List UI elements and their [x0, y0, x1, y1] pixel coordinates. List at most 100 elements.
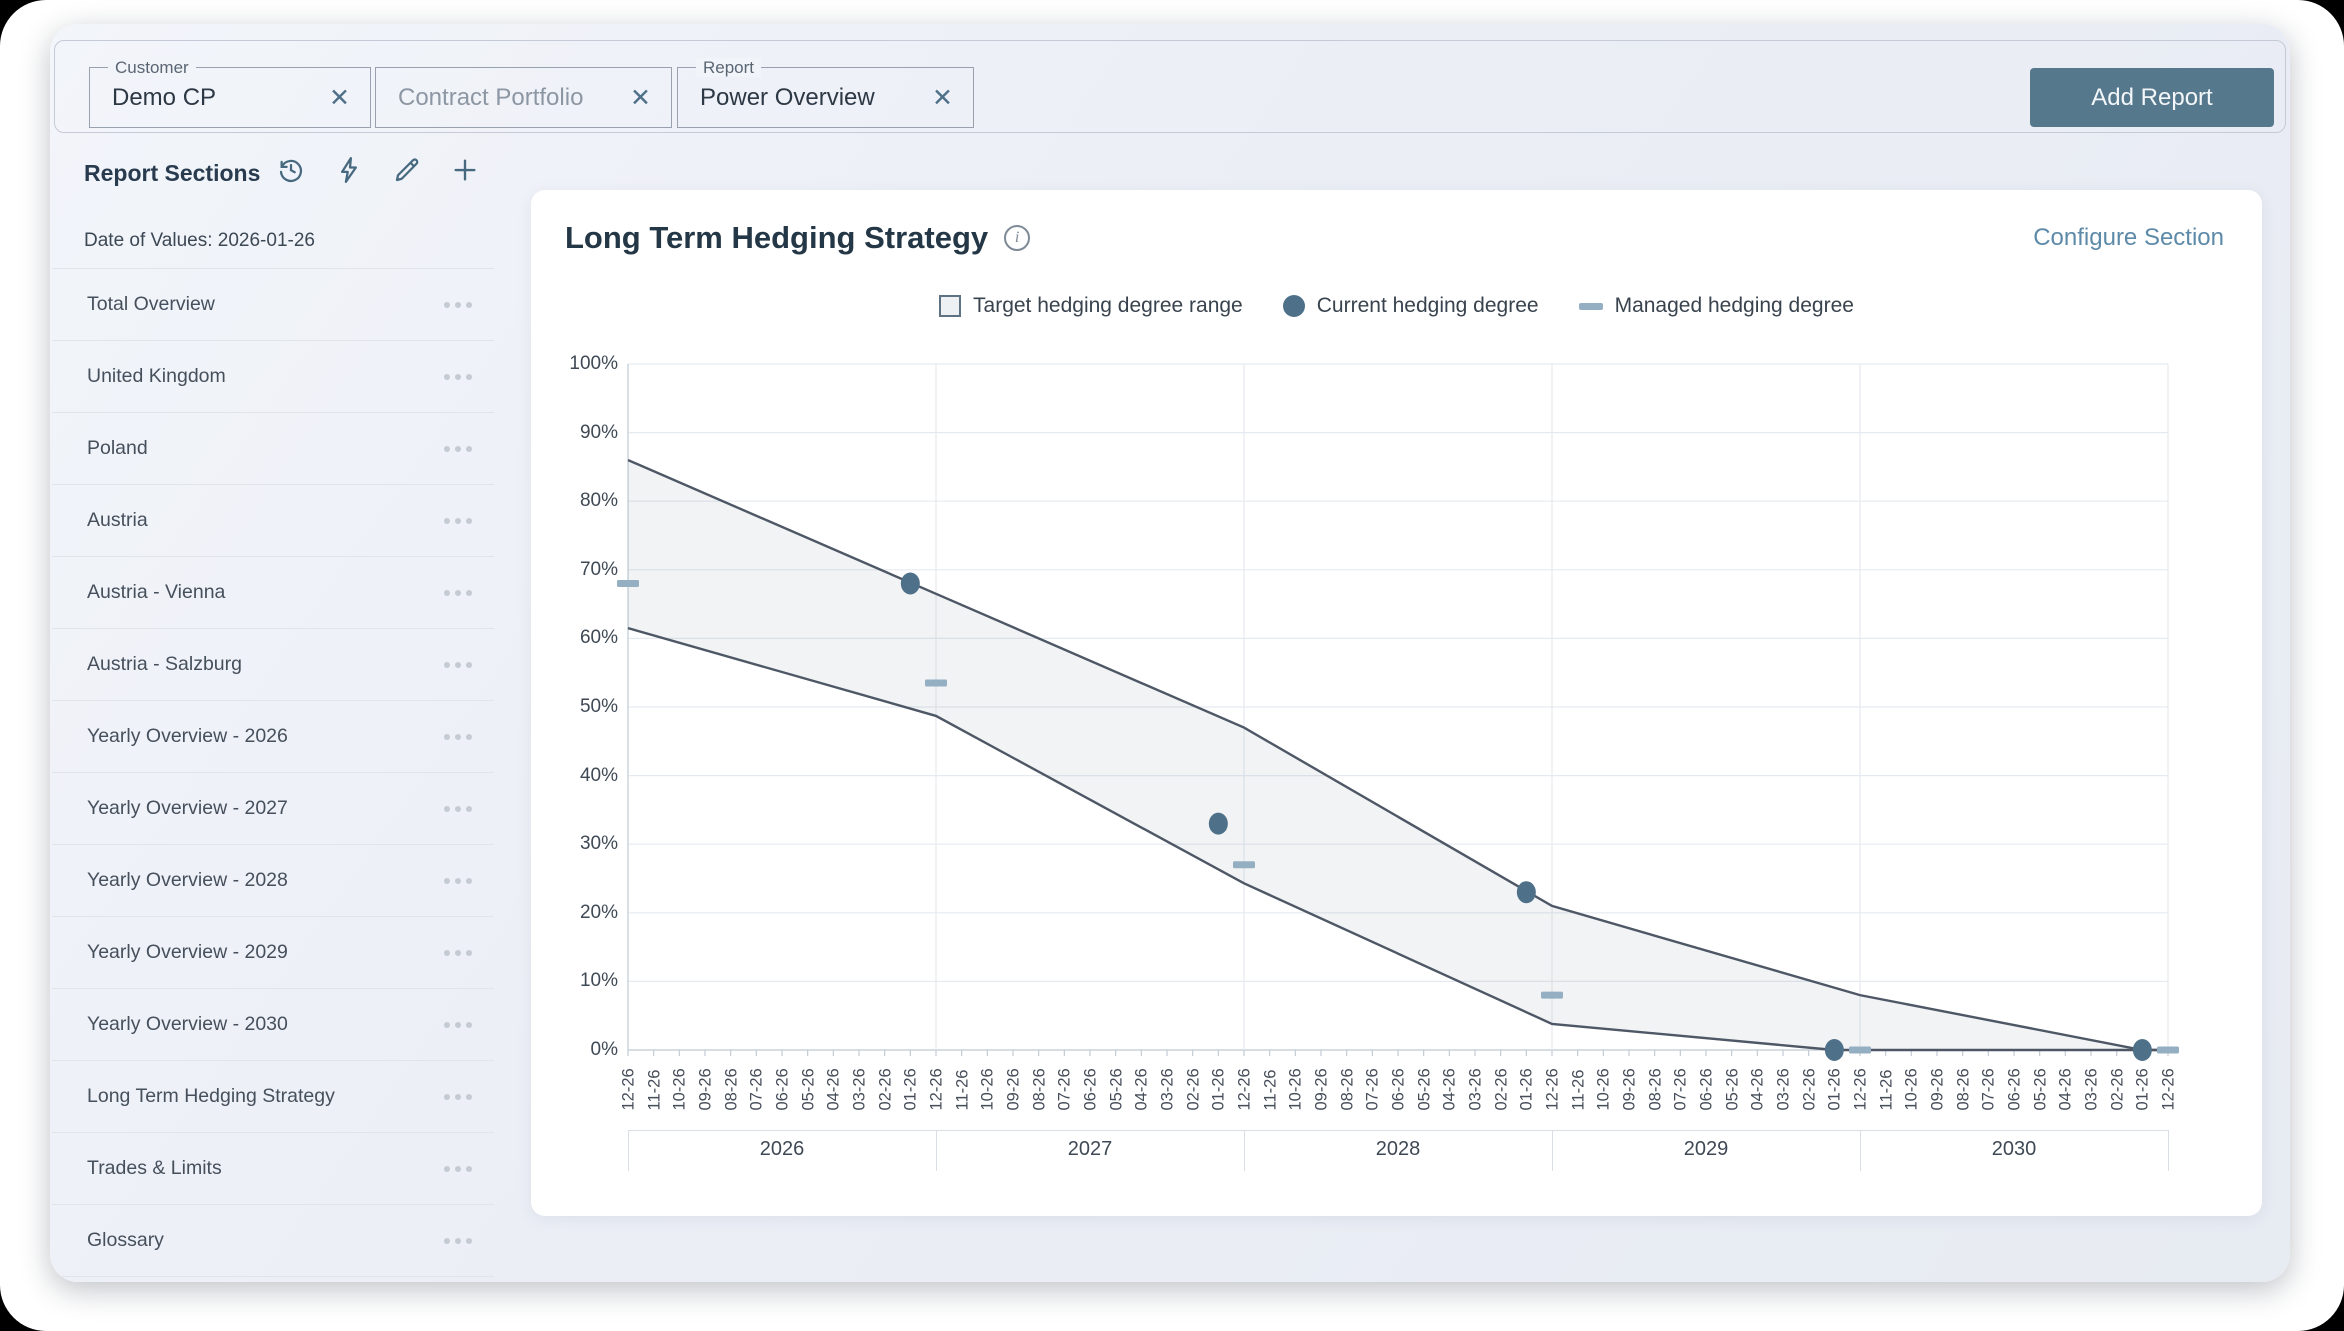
clear-report-icon[interactable]: ✕: [932, 83, 953, 112]
item-menu-icon[interactable]: [444, 301, 472, 308]
x-axis-label: 12-26: [927, 1068, 946, 1111]
sidebar-item-label: Yearly Overview - 2030: [87, 1013, 288, 1035]
managed-hedging-dash: [1849, 1046, 1871, 1054]
sidebar-item-yearly-overview-2029[interactable]: Yearly Overview - 2029: [52, 917, 494, 989]
clear-customer-icon[interactable]: ✕: [329, 83, 350, 112]
item-menu-icon[interactable]: [444, 445, 472, 452]
managed-hedging-dash: [617, 580, 639, 588]
item-menu-icon[interactable]: [444, 589, 472, 596]
x-axis-label: 09-26: [1620, 1068, 1639, 1111]
x-axis-label: 04-26: [1440, 1068, 1459, 1111]
year-axis-label: 2027: [1067, 1138, 1113, 1160]
managed-hedging-dash: [2157, 1046, 2179, 1054]
x-axis-label: 05-26: [1107, 1068, 1126, 1111]
year-axis-divider: [628, 1130, 629, 1171]
sidebar-item-label: Glossary: [87, 1229, 164, 1251]
x-axis-label: 03-26: [1158, 1068, 1177, 1111]
info-icon[interactable]: i: [1004, 225, 1031, 251]
x-axis-label: 07-26: [1363, 1068, 1382, 1111]
year-axis-divider: [1244, 1130, 1245, 1171]
sidebar-item-glossary[interactable]: Glossary: [52, 1205, 494, 1277]
configure-section-link[interactable]: Configure Section: [2033, 224, 2224, 251]
date-of-values: Date of Values: 2026-01-26: [84, 230, 315, 251]
x-axis-label: 07-26: [1671, 1068, 1690, 1111]
x-axis-label: 04-26: [2056, 1068, 2075, 1111]
item-menu-icon[interactable]: [444, 1093, 472, 1100]
add-icon[interactable]: [450, 155, 480, 185]
x-axis-label: 02-26: [1492, 1068, 1511, 1111]
x-axis-label: 07-26: [1979, 1068, 1998, 1111]
history-icon[interactable]: [276, 155, 306, 185]
lightning-icon[interactable]: [334, 155, 364, 185]
x-axis-label: 03-26: [1774, 1068, 1793, 1111]
item-menu-icon[interactable]: [444, 373, 472, 380]
legend-item-circle[interactable]: Current hedging degree: [1282, 294, 1539, 318]
sidebar-item-total-overview[interactable]: Total Overview: [52, 269, 494, 341]
x-axis-label: 04-26: [824, 1068, 843, 1111]
sidebar-item-yearly-overview-2027[interactable]: Yearly Overview - 2027: [52, 773, 494, 845]
app-window: Customer Demo CP ✕ Contract Portfolio ✕ …: [50, 24, 2290, 1282]
current-hedging-point[interactable]: [1516, 881, 1536, 904]
sidebar-item-austria-vienna[interactable]: Austria - Vienna: [52, 557, 494, 629]
sidebar-item-austria-salzburg[interactable]: Austria - Salzburg: [52, 629, 494, 701]
sidebar-item-united-kingdom[interactable]: United Kingdom: [52, 341, 494, 413]
sidebar-item-long-term-hedging-strategy[interactable]: Long Term Hedging Strategy: [52, 1061, 494, 1133]
legend-label: Current hedging degree: [1316, 294, 1539, 317]
customer-field[interactable]: Customer Demo CP ✕: [89, 58, 371, 128]
section-title: Long Term Hedging Strategy: [565, 220, 989, 255]
item-menu-icon[interactable]: [444, 1237, 472, 1244]
legend-item-square-outline[interactable]: Target hedging degree range: [939, 294, 1243, 318]
year-axis-divider: [936, 1130, 937, 1171]
add-report-button[interactable]: Add Report: [2030, 68, 2274, 127]
current-hedging-point[interactable]: [1824, 1039, 1844, 1061]
sidebar-item-trades-limits[interactable]: Trades & Limits: [52, 1133, 494, 1205]
contract-portfolio-field[interactable]: Contract Portfolio ✕: [375, 67, 672, 128]
x-axis-label: 05-26: [2031, 1068, 2050, 1111]
contract-portfolio-placeholder[interactable]: Contract Portfolio: [398, 83, 584, 111]
x-axis-label: 10-26: [670, 1068, 689, 1111]
x-axis-label: 03-26: [850, 1068, 869, 1111]
item-menu-icon[interactable]: [444, 733, 472, 740]
sidebar-item-label: Yearly Overview - 2029: [87, 941, 288, 963]
chart-legend: Target hedging degree range Current hedgi…: [531, 294, 2262, 318]
current-hedging-point[interactable]: [1208, 812, 1228, 835]
item-menu-icon[interactable]: [444, 1165, 472, 1172]
x-axis-label: 10-26: [1902, 1068, 1921, 1111]
report-field-value[interactable]: Power Overview: [700, 83, 875, 111]
x-axis-label: 09-26: [1004, 1068, 1023, 1111]
customer-field-value[interactable]: Demo CP: [112, 83, 217, 111]
current-hedging-point[interactable]: [2132, 1039, 2152, 1061]
item-menu-icon[interactable]: [444, 1021, 472, 1028]
sidebar-item-poland[interactable]: Poland: [52, 413, 494, 485]
legend-item-dash[interactable]: Managed hedging degree: [1578, 294, 1854, 318]
y-axis-label: 30%: [579, 833, 618, 855]
x-axis-label: 11-26: [1569, 1069, 1588, 1111]
sidebar-actions: [276, 155, 480, 185]
x-axis-label: 02-26: [1184, 1068, 1203, 1111]
x-axis-label: 11-26: [1877, 1069, 1896, 1111]
edit-icon[interactable]: [392, 155, 422, 185]
clear-contract-portfolio-icon[interactable]: ✕: [630, 83, 651, 112]
x-axis-label: 02-26: [2108, 1068, 2127, 1111]
year-axis-label: 2028: [1375, 1138, 1421, 1160]
item-menu-icon[interactable]: [444, 949, 472, 956]
x-axis-label: 06-26: [1697, 1068, 1716, 1111]
item-menu-icon[interactable]: [444, 805, 472, 812]
sidebar-item-austria[interactable]: Austria: [52, 485, 494, 557]
sidebar-item-yearly-overview-2026[interactable]: Yearly Overview - 2026: [52, 701, 494, 773]
item-menu-icon[interactable]: [444, 661, 472, 668]
x-axis-label: 08-26: [1338, 1068, 1357, 1111]
report-field[interactable]: Report Power Overview ✕: [677, 58, 974, 128]
x-axis-label: 09-26: [1928, 1068, 1947, 1111]
x-axis-label: 04-26: [1132, 1068, 1151, 1111]
sidebar-item-label: Austria - Vienna: [87, 581, 226, 603]
current-hedging-point[interactable]: [900, 572, 920, 595]
x-axis-label: 06-26: [2005, 1068, 2024, 1111]
y-axis-label: 20%: [579, 901, 618, 923]
sidebar-item-yearly-overview-2028[interactable]: Yearly Overview - 2028: [52, 845, 494, 917]
item-menu-icon[interactable]: [444, 517, 472, 524]
item-menu-icon[interactable]: [444, 877, 472, 884]
x-axis-label: 01-26: [1209, 1068, 1228, 1111]
sidebar-item-yearly-overview-2030[interactable]: Yearly Overview - 2030: [52, 989, 494, 1061]
x-axis-label: 08-26: [1030, 1068, 1049, 1111]
